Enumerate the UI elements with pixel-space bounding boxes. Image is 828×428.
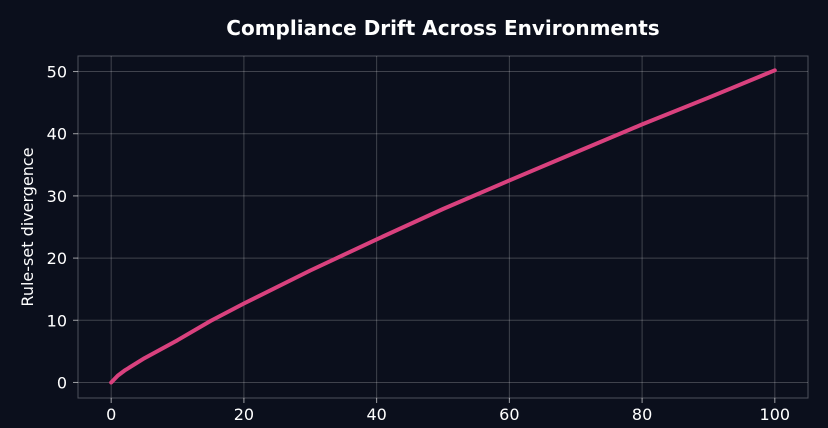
series-layer <box>109 68 777 385</box>
axis-ticks: 0 20 40 60 80 100 0 10 20 30 40 50 <box>47 63 790 424</box>
y-tick-label: 0 <box>57 373 67 392</box>
x-tick-label: 80 <box>632 405 652 424</box>
x-tick-label: 20 <box>234 405 254 424</box>
x-tick-label: 40 <box>366 405 386 424</box>
y-tick-label: 10 <box>47 311 67 330</box>
y-tick-label: 30 <box>47 187 67 206</box>
y-axis-label: Rule-set divergence <box>18 147 37 306</box>
x-tick-label: 60 <box>499 405 519 424</box>
x-tick-label: 0 <box>106 405 116 424</box>
series-line <box>109 68 777 385</box>
y-tick-label: 20 <box>47 249 67 268</box>
y-tick-label: 50 <box>47 63 67 82</box>
grid <box>78 56 808 398</box>
y-tick-label: 40 <box>47 125 67 144</box>
x-tick-label: 100 <box>760 405 791 424</box>
plot-frame <box>77 55 809 399</box>
chart-title: Compliance Drift Across Environments <box>226 16 659 40</box>
